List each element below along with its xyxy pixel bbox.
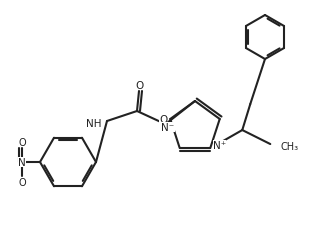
Text: CH₃: CH₃ [280, 141, 298, 151]
Text: O: O [136, 81, 144, 91]
Text: O: O [18, 177, 26, 187]
Text: N: N [18, 157, 26, 167]
Text: N⁻: N⁻ [161, 122, 175, 132]
Text: N⁺: N⁺ [213, 141, 226, 150]
Text: O: O [159, 114, 167, 124]
Text: O: O [18, 137, 26, 147]
Text: NH: NH [87, 118, 102, 128]
